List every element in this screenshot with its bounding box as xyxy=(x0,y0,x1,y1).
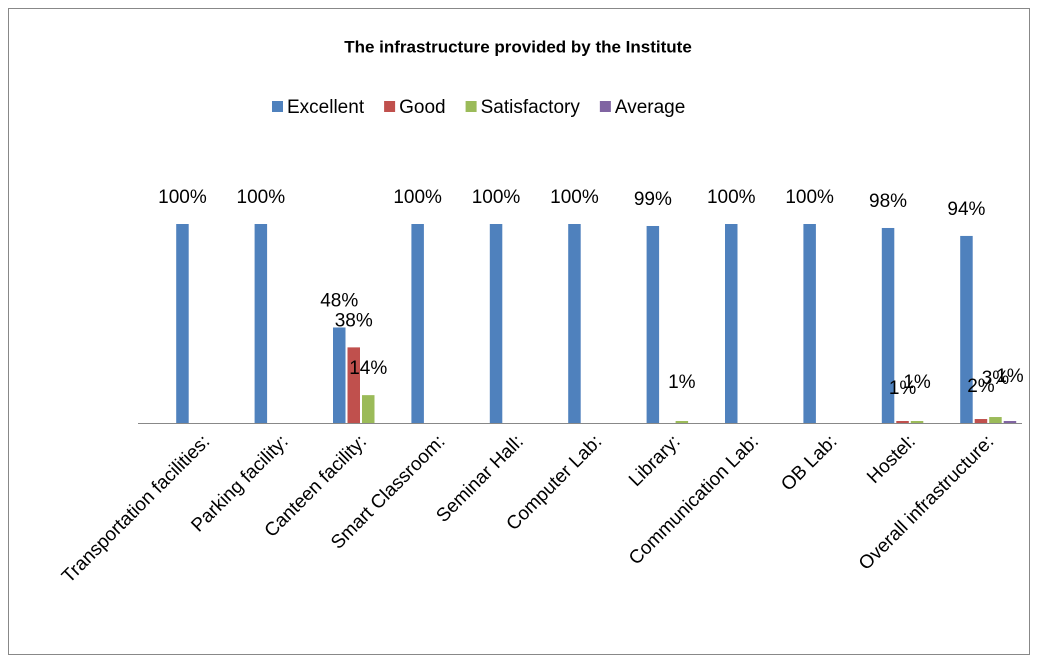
legend-label: Average xyxy=(615,97,685,118)
bar xyxy=(989,417,1002,423)
data-label: 98% xyxy=(869,191,907,212)
bar xyxy=(646,225,660,423)
legend-label: Satisfactory xyxy=(481,97,581,118)
data-label: 99% xyxy=(634,189,672,210)
legend-swatch xyxy=(384,101,396,112)
data-label: 100% xyxy=(158,187,207,208)
bar xyxy=(254,224,268,423)
data-label: 100% xyxy=(472,187,521,208)
data-label: 14% xyxy=(349,358,387,379)
legend-label: Good xyxy=(399,97,445,118)
bar xyxy=(974,419,988,423)
legend-label: Excellent xyxy=(287,97,365,118)
bar xyxy=(910,421,924,423)
bar xyxy=(881,227,895,423)
bar xyxy=(725,224,738,423)
bar xyxy=(347,347,360,423)
bar xyxy=(568,224,581,423)
data-label: 2% xyxy=(967,376,995,397)
legend-swatch xyxy=(272,101,283,112)
bar xyxy=(176,224,189,423)
data-label: 100% xyxy=(237,187,286,208)
data-label: 48% xyxy=(320,290,358,311)
bar xyxy=(803,224,816,423)
data-label: 1% xyxy=(889,378,917,399)
data-label: 1% xyxy=(903,372,931,393)
legend-swatch xyxy=(599,101,611,112)
bar xyxy=(333,327,346,423)
data-label: 100% xyxy=(550,187,599,208)
data-label: 100% xyxy=(707,187,756,208)
bar xyxy=(362,395,375,423)
legend-swatch xyxy=(465,101,477,112)
data-label: 38% xyxy=(335,310,373,331)
bar xyxy=(411,224,424,423)
data-label: 3% xyxy=(982,368,1010,389)
data-label: 100% xyxy=(393,187,442,208)
data-label: 1% xyxy=(668,372,696,393)
data-label: 1% xyxy=(996,366,1024,387)
data-label: 94% xyxy=(947,199,985,220)
bar xyxy=(675,421,689,423)
bar xyxy=(896,421,909,423)
bar xyxy=(960,235,973,423)
bar xyxy=(489,224,503,423)
data-label: 100% xyxy=(785,187,834,208)
chart-title: The infrastructure provided by the Insti… xyxy=(344,37,692,56)
bar xyxy=(1003,421,1017,423)
